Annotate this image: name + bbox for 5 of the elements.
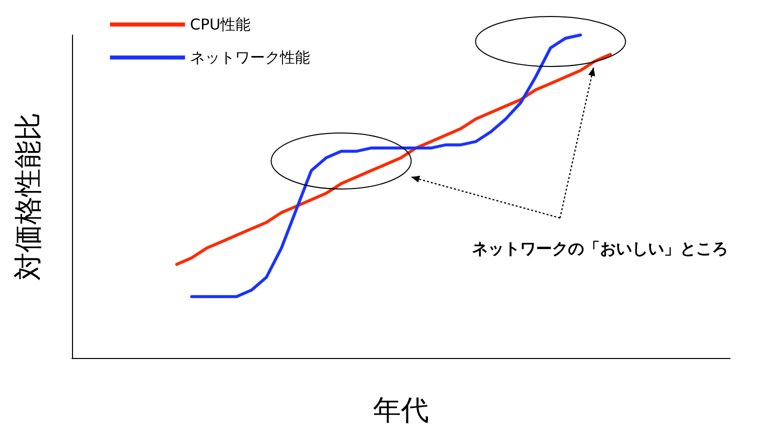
x-axis-title: 年代	[373, 394, 429, 426]
y-axis-title: 対価格性能比	[12, 112, 44, 280]
legend-label: CPU性能	[190, 16, 250, 34]
annotation: ネットワークの「おいしい」ところ	[472, 239, 728, 258]
legend-label: ネットワーク性能	[190, 48, 310, 66]
